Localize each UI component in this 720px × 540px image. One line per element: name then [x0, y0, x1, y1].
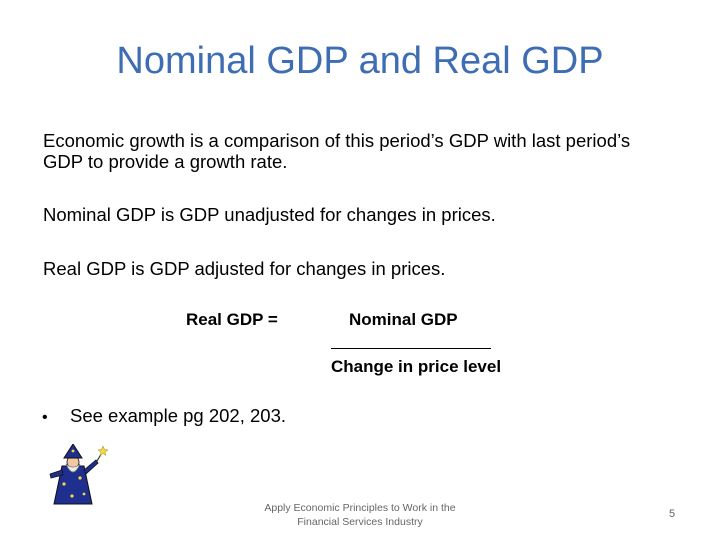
- footer-line-1: Apply Economic Principles to Work in the: [264, 502, 456, 514]
- bullet-text: See example pg 202, 203.: [70, 405, 286, 426]
- bullet-item: • See example pg 202, 203.: [42, 405, 286, 427]
- bullet-glyph: •: [42, 409, 48, 426]
- formula-fraction-bar: [331, 348, 491, 349]
- paragraph-real-gdp: Real GDP is GDP adjusted for changes in …: [43, 258, 446, 279]
- page-number: 5: [668, 508, 676, 520]
- paragraph-nominal-gdp: Nominal GDP is GDP unadjusted for change…: [43, 204, 496, 225]
- slide-title: Nominal GDP and Real GDP: [116, 40, 604, 82]
- formula-denominator: Change in price level: [331, 357, 502, 376]
- paragraph-economic-growth: Economic growth is a comparison of this …: [43, 130, 631, 172]
- footer-line-2: Financial Services Industry: [297, 516, 423, 528]
- formula-lhs: Real GDP =: [186, 310, 278, 329]
- wizard-icon: [49, 444, 109, 505]
- formula-numerator: Nominal GDP: [349, 310, 458, 329]
- footer-text: Apply Economic Principles to Work in the…: [250, 501, 470, 529]
